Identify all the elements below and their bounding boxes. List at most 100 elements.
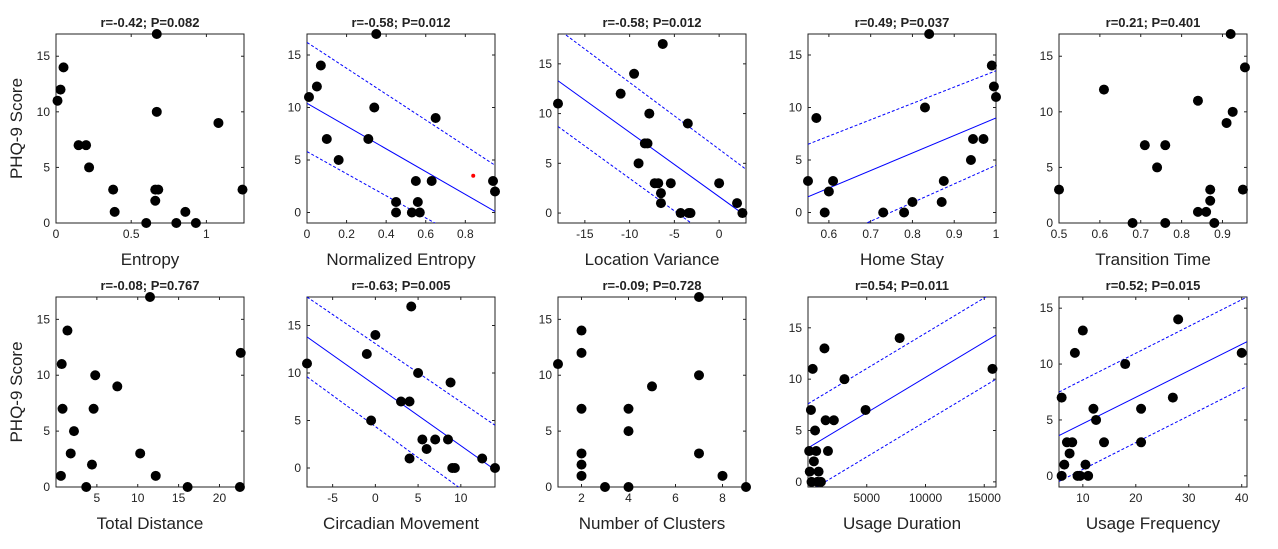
data-point	[988, 81, 999, 92]
data-point	[694, 370, 704, 381]
x-axis-label: Number of Clusters	[579, 514, 725, 533]
data-point	[88, 403, 99, 414]
data-point	[56, 359, 67, 370]
x-tick-label: 30	[1182, 491, 1196, 505]
data-point	[737, 208, 748, 219]
data-point	[642, 138, 653, 149]
panel-9: r=0.54; P=0.011 5000 10000 15000 0 5 10 15 Usage…	[789, 278, 1002, 533]
y-tick-label: 0	[294, 461, 301, 475]
y-tick-label: 10	[539, 107, 553, 121]
data-point	[182, 482, 193, 492]
data-point	[1192, 206, 1203, 217]
data-point	[1054, 184, 1064, 195]
data-point	[1139, 140, 1150, 151]
data-point	[213, 117, 224, 128]
fit-line	[808, 334, 996, 449]
data-point	[150, 195, 161, 206]
x-tick-label: 0	[372, 491, 379, 505]
data-point	[653, 178, 664, 189]
y-tick-label: 10	[288, 366, 302, 380]
data-point	[391, 197, 402, 207]
data-point	[426, 176, 437, 186]
data-point	[62, 325, 73, 336]
highlight-point	[471, 173, 476, 178]
data-point	[477, 453, 488, 464]
data-point	[978, 134, 989, 144]
fit-lines	[808, 70, 996, 223]
data-point	[1064, 448, 1075, 459]
x-tick-label: 0.8	[457, 227, 474, 241]
data-point	[1120, 359, 1131, 370]
data-point	[1173, 314, 1184, 325]
data-point	[404, 396, 415, 407]
data-point	[52, 95, 63, 106]
data-point	[965, 155, 976, 165]
data-point	[108, 184, 119, 195]
x-tick-label: -5	[669, 227, 680, 241]
data-point	[576, 403, 587, 414]
data-point	[655, 188, 666, 199]
y-axis-label: PHQ-9 Score	[7, 341, 26, 442]
x-axis-label: Entropy	[121, 250, 180, 269]
data-point	[406, 301, 417, 312]
y-tick-label: 10	[288, 101, 302, 115]
data-point	[741, 482, 751, 492]
y-axis-label: PHQ-9 Score	[7, 78, 26, 179]
data-point	[1160, 140, 1171, 151]
ci-lower-line	[307, 151, 436, 223]
x-tick-label: 0	[304, 227, 311, 241]
data-point	[430, 113, 441, 123]
data-point	[633, 158, 644, 169]
ci-lower-line	[558, 126, 692, 223]
panel-8: r=-0.09; P=0.728 2 4 6 8 0 5 10 15 Number of Clus…	[539, 278, 751, 533]
data-point	[623, 426, 634, 437]
data-point	[576, 470, 587, 481]
ci-upper-line	[808, 297, 987, 405]
chart-title: r=0.21; P=0.401	[1106, 15, 1201, 30]
data-point	[371, 29, 382, 39]
data-point	[623, 482, 634, 492]
x-tick-label: 15000	[968, 491, 1002, 505]
data-point	[1205, 184, 1216, 195]
data-point	[414, 207, 425, 218]
data-point	[1056, 392, 1067, 403]
data-point	[987, 363, 998, 374]
x-tick-label: 0	[53, 227, 60, 241]
data-point	[302, 358, 312, 369]
data-point	[1099, 437, 1110, 448]
x-axis-label: Usage Duration	[843, 514, 961, 533]
ci-upper-line	[307, 297, 495, 426]
data-point	[135, 448, 146, 459]
y-tick-label: 0	[795, 206, 802, 220]
data-point	[878, 207, 889, 218]
y-tick-label: 5	[43, 424, 50, 438]
panel-frame	[1058, 33, 1248, 224]
data-point	[894, 333, 905, 344]
x-axis-label: Usage Frequency	[1086, 514, 1221, 533]
y-tick-label: 0	[545, 206, 552, 220]
data-point	[1067, 437, 1078, 448]
y-tick-label: 10	[1040, 357, 1054, 371]
x-axis-label: Normalized Entropy	[326, 250, 476, 269]
chart-title: r=0.49; P=0.037	[855, 15, 950, 30]
data-point	[321, 134, 332, 144]
data-point	[553, 98, 563, 109]
x-tick-label: 0.6	[821, 227, 838, 241]
panel-frame	[807, 296, 997, 488]
data-point	[84, 162, 95, 173]
y-tick-label: 0	[43, 216, 50, 230]
data-point	[333, 155, 344, 165]
y-tick-label: 10	[789, 372, 803, 386]
x-tick-label: 1	[203, 227, 210, 241]
y-tick-label: 15	[789, 321, 803, 335]
data-point	[804, 446, 815, 457]
data-point	[90, 370, 101, 381]
chart-title: r=0.54; P=0.011	[855, 278, 949, 293]
data-point	[576, 448, 587, 459]
x-tick-label: -15	[576, 227, 594, 241]
data-point	[153, 184, 164, 195]
data-point	[694, 292, 704, 302]
x-tick-label: 10	[131, 491, 145, 505]
